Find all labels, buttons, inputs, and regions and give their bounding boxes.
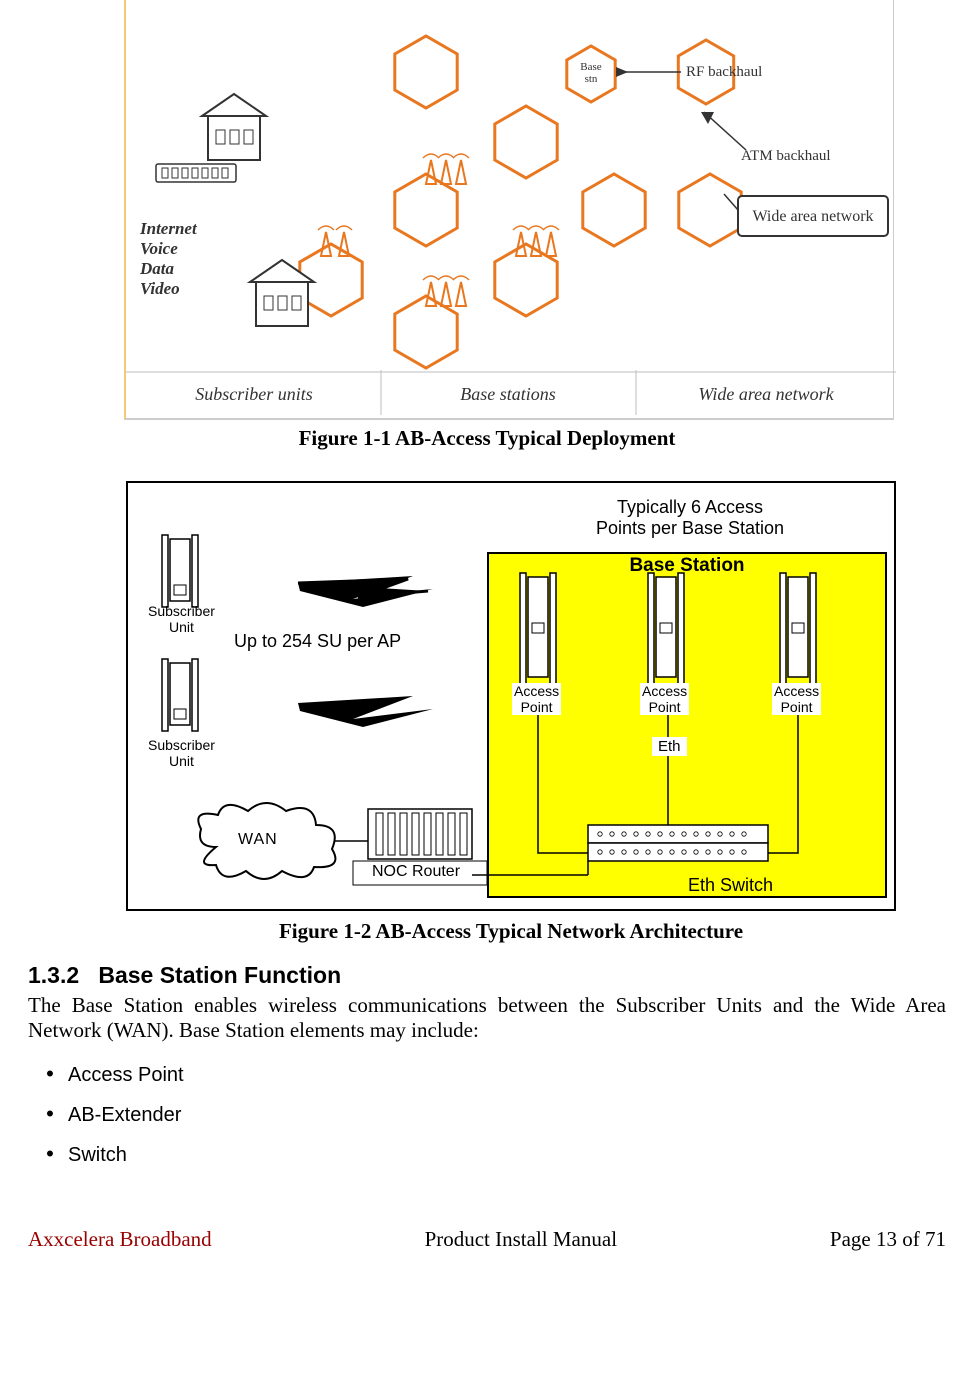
svg-text:Subscriber units: Subscriber units: [195, 384, 313, 404]
svg-text:Base: Base: [580, 61, 602, 73]
figure2-box: Typically 6 Access Points per Base Stati…: [126, 481, 896, 911]
list-item: Switch: [28, 1141, 946, 1167]
footer-brand: Axxcelera Broadband: [28, 1227, 212, 1252]
ap-label-2: Access Point: [640, 683, 689, 715]
su-per-ap-label: Up to 254 SU per AP: [234, 631, 401, 652]
section-paragraph: The Base Station enables wireless commun…: [28, 993, 946, 1043]
list-item: Access Point: [28, 1061, 946, 1087]
page-footer: Axxcelera Broadband Product Install Manu…: [28, 1227, 946, 1252]
list-item: AB-Extender: [28, 1101, 946, 1127]
bullet-list: Access Point AB-Extender Switch: [28, 1061, 946, 1167]
section-number: 1.3.2: [28, 962, 79, 988]
section-title: Base Station Function: [98, 962, 341, 988]
svg-text:Base stations: Base stations: [460, 384, 556, 404]
ap-label-3: Access Point: [772, 683, 821, 715]
base-station-title: Base Station: [488, 555, 886, 577]
svg-text:Wide area network: Wide area network: [698, 384, 834, 404]
footer-page: Page 13 of 71: [830, 1227, 946, 1252]
section-heading: 1.3.2 Base Station Function: [28, 962, 946, 989]
figure2-caption: Figure 1-2 AB-Access Typical Network Arc…: [126, 919, 896, 944]
eth-label: Eth: [652, 737, 687, 756]
su-label-1: Subscriber Unit: [148, 603, 215, 635]
noc-router-label: NOC Router: [372, 863, 460, 881]
svg-text:ATM backhaul: ATM backhaul: [741, 148, 831, 164]
eth-switch-label: Eth Switch: [688, 875, 773, 896]
su-label-2: Subscriber Unit: [148, 737, 215, 769]
typical-access-text: Typically 6 Access Points per Base Stati…: [576, 497, 804, 539]
figure1-caption: Figure 1-1 AB-Access Typical Deployment: [28, 426, 946, 451]
svg-text:InternetVoiceDataVideo: InternetVoiceDataVideo: [139, 219, 198, 298]
svg-text:RF backhaul: RF backhaul: [686, 64, 762, 80]
svg-text:Wide area network: Wide area network: [752, 208, 873, 225]
footer-center: Product Install Manual: [425, 1227, 617, 1252]
wan-label: WAN: [238, 831, 278, 849]
figure1-frame: Wide area network RF backhaul ATM backha…: [124, 0, 894, 420]
svg-text:stn: stn: [585, 73, 598, 85]
ap-label-1: Access Point: [512, 683, 561, 715]
